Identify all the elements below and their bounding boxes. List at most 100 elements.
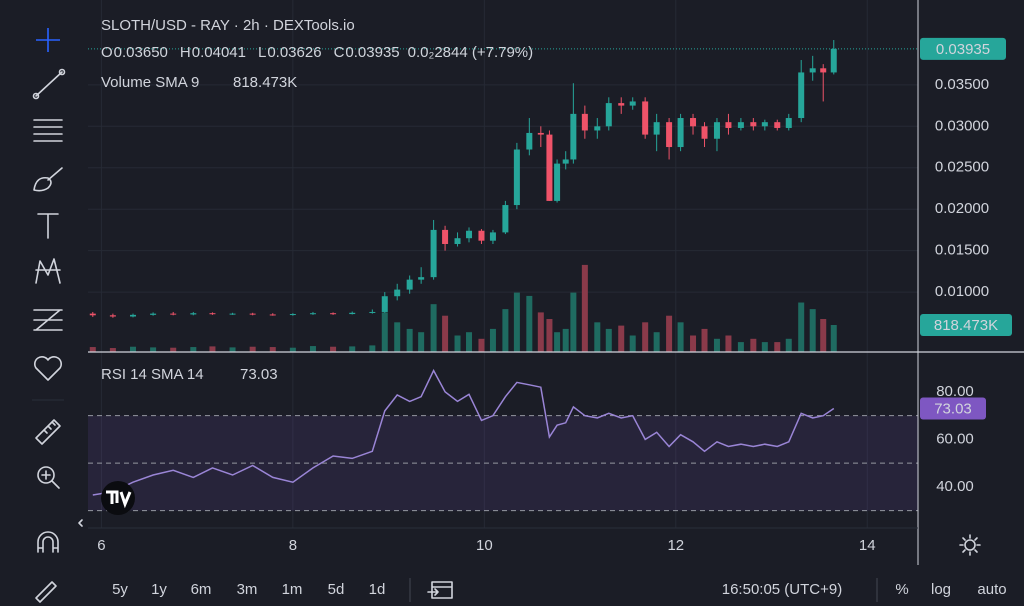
collapse-arrow[interactable] xyxy=(78,519,83,527)
rsi-value-label: 73.03 xyxy=(934,400,972,417)
candle-body xyxy=(150,313,157,315)
favorites-tool[interactable] xyxy=(33,356,63,381)
candle-body xyxy=(209,313,216,315)
date-range-button[interactable] xyxy=(427,581,453,599)
candle-body xyxy=(554,163,561,201)
crosshair-tool[interactable] xyxy=(36,28,60,52)
candle-body xyxy=(629,101,636,106)
candle-body xyxy=(170,313,177,315)
volume-bar xyxy=(798,302,805,352)
y-tick-label: 0.03500 xyxy=(935,76,989,93)
pattern-icon xyxy=(35,258,61,284)
candle-body xyxy=(478,230,485,241)
candle-body xyxy=(442,229,449,245)
y-tick-label: 60.00 xyxy=(936,430,974,447)
volume-bar xyxy=(170,347,177,352)
candle-body xyxy=(725,122,732,128)
lock-drawings-tool[interactable] xyxy=(35,581,57,603)
x-tick-label: 12 xyxy=(667,537,684,554)
volume-bar xyxy=(785,338,792,352)
lines-tool[interactable] xyxy=(33,119,63,142)
rsi-value-box xyxy=(920,397,986,420)
ohlc-value: 0.03626 xyxy=(267,44,321,61)
ohlc-key: H xyxy=(180,44,191,61)
volume-bar xyxy=(418,332,425,352)
ohlc-value: 0.04041 xyxy=(192,44,246,61)
candle-body xyxy=(690,118,697,127)
range-button[interactable]: 1d xyxy=(369,581,386,598)
volume-bar xyxy=(394,322,401,352)
ohlc-value: 0.03650 xyxy=(114,44,168,61)
tv-logo xyxy=(101,481,135,515)
volume-bar xyxy=(581,264,588,352)
gear-icon xyxy=(964,539,976,551)
log-toggle[interactable]: log xyxy=(931,581,951,598)
date-range-icon xyxy=(427,581,453,599)
volume-legend-label: Volume SMA 9 xyxy=(101,74,199,91)
volume-bar xyxy=(629,335,636,352)
brush-tool[interactable] xyxy=(33,167,63,192)
volume-bar xyxy=(820,319,827,352)
axes: 6 8 10 12 14 0.01000 0.01500 0.02000 0.02500 0.03… xyxy=(97,37,1012,554)
range-button[interactable]: 5y xyxy=(112,581,128,598)
volume-bar xyxy=(289,347,296,352)
text-tool[interactable] xyxy=(37,213,59,239)
zoom-tool[interactable] xyxy=(37,466,60,489)
candle-body xyxy=(750,122,757,127)
zoom-icon xyxy=(37,466,55,484)
candle-body xyxy=(406,279,413,290)
ruler-icon xyxy=(35,419,61,445)
last-price-label: 0.03935 xyxy=(936,41,990,58)
magnet-icon xyxy=(37,531,59,553)
range-button[interactable]: 5d xyxy=(328,581,345,598)
candle-body xyxy=(701,126,708,139)
trendline-icon xyxy=(35,71,63,97)
volume-bar xyxy=(502,309,509,352)
candle-body xyxy=(562,159,569,164)
volume-bar xyxy=(349,346,356,352)
volume-bar xyxy=(309,346,316,352)
volume-bar xyxy=(618,325,625,352)
y-tick-label: 0.03000 xyxy=(935,117,989,134)
volume-bar xyxy=(489,328,496,352)
candle-body xyxy=(677,118,684,148)
candle-body xyxy=(129,314,136,317)
fib-tool[interactable] xyxy=(33,309,63,331)
volume-bar xyxy=(562,328,569,352)
bottom-bar: 16:50:05 (UTC+9) % log auto 5y 1y 6m 3m 1m 5d… xyxy=(112,578,1007,602)
volume-box-label: 818.473K xyxy=(934,317,998,334)
magnet-tool[interactable] xyxy=(37,531,59,553)
range-button[interactable]: 6m xyxy=(191,581,212,598)
ohlc-key: C xyxy=(334,44,345,61)
volume-bar xyxy=(666,315,673,352)
candle-body xyxy=(642,101,649,135)
crosshair-icon xyxy=(36,28,60,52)
percent-toggle[interactable]: % xyxy=(895,581,908,598)
volume-bar xyxy=(642,322,649,352)
gear-icon xyxy=(959,534,981,556)
last-price-box xyxy=(920,37,1006,60)
candle-body xyxy=(289,314,296,316)
range-button[interactable]: 1m xyxy=(282,581,303,598)
y-tick-label: 0.02500 xyxy=(935,159,989,176)
volume-bar xyxy=(725,335,732,352)
candle-body xyxy=(466,230,473,239)
trendline-tool[interactable] xyxy=(32,68,66,100)
y-tick-label: 0.01500 xyxy=(935,242,989,259)
auto-toggle[interactable]: auto xyxy=(977,581,1006,598)
range-button[interactable]: 1y xyxy=(151,581,167,598)
y-tick-label: 80.00 xyxy=(936,383,974,400)
settings-button[interactable] xyxy=(959,534,981,556)
pencil-icon xyxy=(35,581,57,603)
pattern-tool[interactable] xyxy=(35,258,61,284)
volume-bar xyxy=(761,342,768,352)
volume-bar xyxy=(554,332,561,352)
volume-bar xyxy=(209,346,216,352)
rsi-line xyxy=(92,368,835,496)
rsi-legend-label: RSI 14 SMA 14 xyxy=(101,366,204,383)
candle-body xyxy=(109,315,116,317)
x-tick-label: 8 xyxy=(289,537,297,554)
range-button[interactable]: 3m xyxy=(237,581,258,598)
ruler-tool[interactable] xyxy=(35,419,61,445)
